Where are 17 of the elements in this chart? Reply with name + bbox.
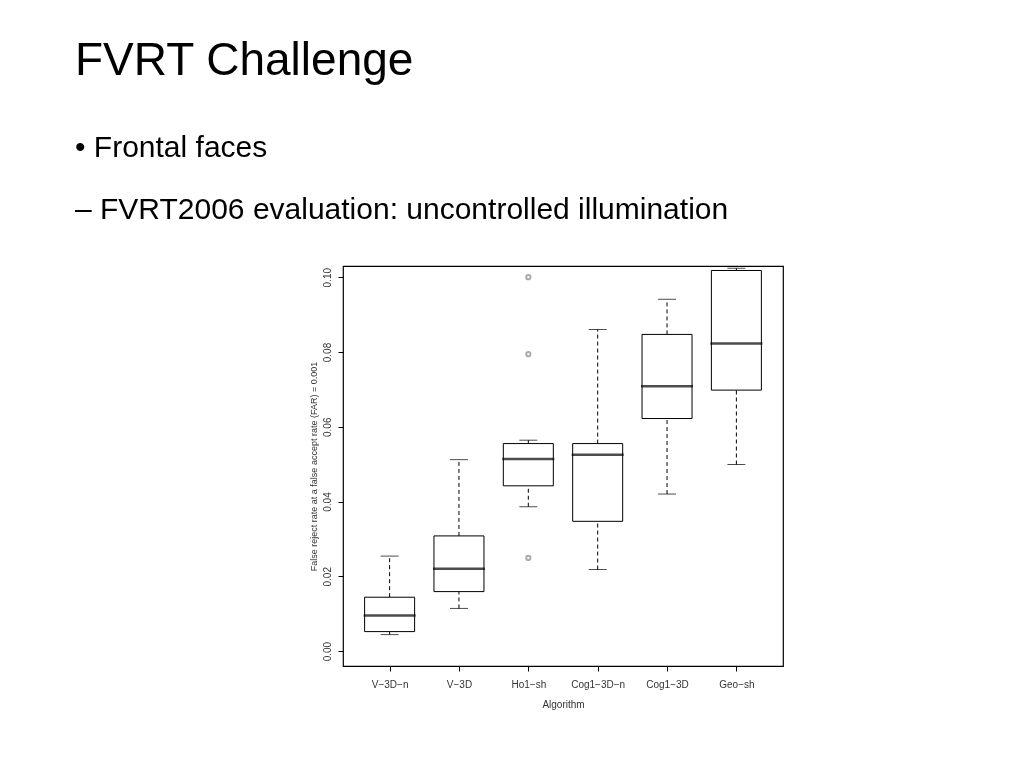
x-tick-label: Ho1−sh <box>511 678 547 690</box>
y-tick-label: 0.02 <box>321 566 333 587</box>
text: – FVRT2006 evaluation: uncontrolled illumination <box>75 192 729 225</box>
x-tick-label: V−3D <box>446 678 473 690</box>
y-tick-label: 0.10 <box>321 267 333 288</box>
x-axis-title: Algorithm <box>542 698 585 710</box>
y-tick-label: 0.04 <box>321 491 333 512</box>
x-tick-label: Cog1−3D−n <box>571 678 626 690</box>
y-tick-label: 0.06 <box>321 417 333 437</box>
x-tick-label: Cog1−3D <box>646 678 689 690</box>
chart-title: FVRT Challenge <box>75 33 414 85</box>
y-axis-title: False reject rate at a false accept rate (FAR) = 0.001 <box>308 361 319 572</box>
x-tick-label: V−3D−n <box>371 678 409 690</box>
y-tick-label: 0.00 <box>321 641 333 662</box>
x-tick-label: Geo−sh <box>719 678 755 690</box>
chart-subtitle: • Frontal faces <box>75 130 268 163</box>
y-tick-label: 0.08 <box>321 342 333 363</box>
